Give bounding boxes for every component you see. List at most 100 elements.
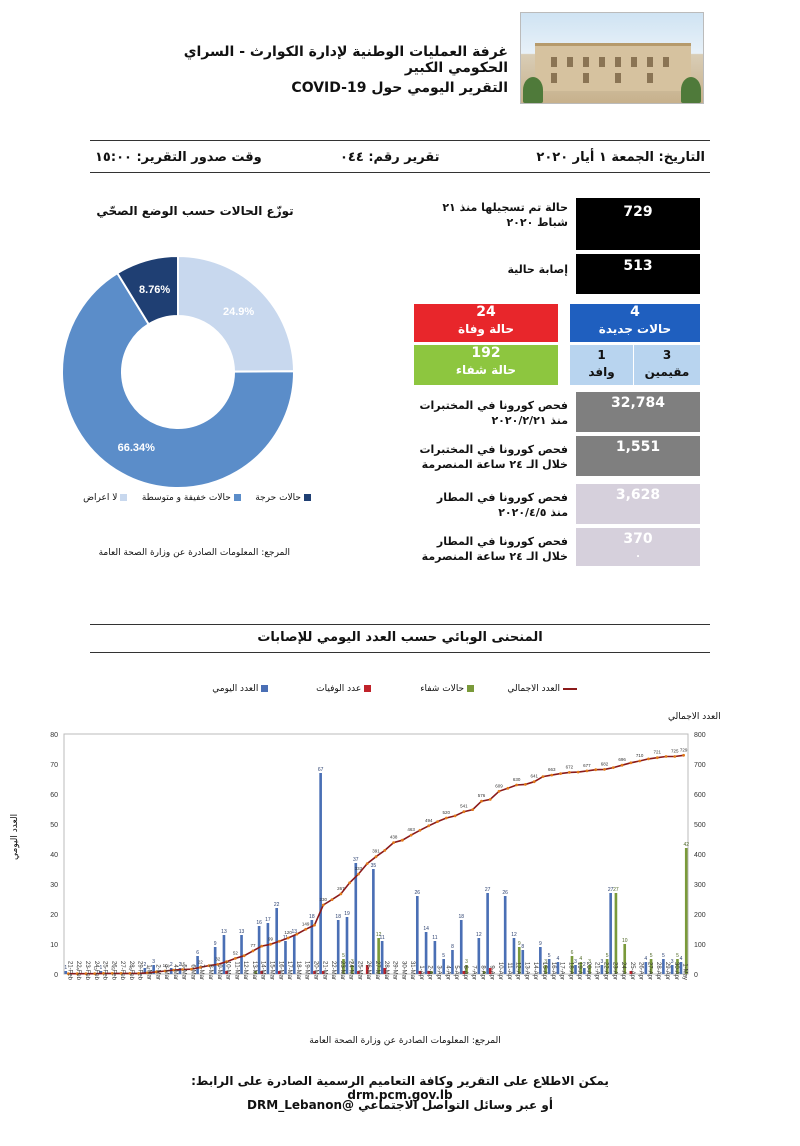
recovered-data-label: 5 — [606, 953, 609, 959]
daily-bar — [670, 965, 674, 974]
y-right-tick: 700 — [694, 762, 706, 769]
total-point — [295, 932, 299, 936]
daily-bar — [196, 956, 199, 974]
x-tick-label: 28-Feb — [128, 961, 134, 981]
daily-data-label: 4 — [557, 956, 560, 962]
total-data-label: 672 — [566, 764, 574, 769]
total-data-label: 609 — [495, 783, 503, 788]
total-point — [383, 849, 387, 852]
x-tick-label: 23-Mar — [339, 961, 345, 980]
x-tick-label: 29-Apr — [664, 962, 670, 980]
lab-24h-label: فحص كورونا في المختبرات خلال الـ ٢٤ ساعة… — [419, 443, 568, 471]
total-point — [251, 949, 255, 953]
donut-value-label: 66.34% — [118, 442, 156, 454]
daily-bar — [257, 926, 261, 974]
recovered-bar — [465, 965, 468, 974]
daily-bar — [284, 941, 287, 974]
legend-recovered: حالات شفاء — [377, 684, 477, 694]
recovered-bar — [588, 965, 591, 974]
total-point — [506, 786, 510, 790]
active-cases-value: 513 — [623, 258, 653, 274]
total-data-label: 696 — [618, 757, 626, 762]
total-point — [497, 789, 501, 793]
report-subtitle: التقرير اليومي حول COVID-19 — [291, 80, 508, 96]
recovered-value: 192 — [471, 345, 501, 361]
daily-data-label: 4 — [644, 956, 647, 962]
total-point — [611, 766, 615, 769]
total-point — [348, 881, 352, 885]
x-tick-label: 21-Feb — [66, 961, 72, 981]
x-tick-label: 23-Apr — [611, 962, 617, 980]
recovered-bar — [614, 893, 618, 974]
legend-daily-label: العدد اليومي — [212, 684, 259, 694]
daily-bar — [266, 923, 270, 974]
total-data-label: 677 — [583, 763, 591, 768]
x-tick-label: 13-Apr — [523, 962, 529, 980]
x-tick-label: 1-Apr — [418, 965, 424, 980]
total-point — [119, 972, 123, 975]
total-point — [66, 972, 70, 976]
daily-data-label: 3 — [671, 959, 674, 965]
legend-critical-label: حالات حرجة — [255, 493, 301, 503]
total-point — [532, 780, 536, 784]
death-bar — [225, 971, 228, 974]
x-tick-label: 4-Mar — [172, 964, 178, 980]
recovered-data-label: 42 — [683, 842, 689, 848]
total-data-label: 149 — [302, 921, 310, 926]
total-cases-label: حالة تم تسجيلها منذ ٢١ شباط ٢٠٢٠ — [442, 201, 568, 229]
x-tick-label: 1-Mar — [145, 964, 151, 980]
x-tick-label: 14-Apr — [532, 962, 538, 980]
arrivals-cell: 1 وافد — [570, 345, 634, 385]
total-data-label: 463 — [407, 827, 415, 832]
daily-bar — [292, 935, 296, 974]
daily-data-label: 16 — [256, 920, 262, 926]
total-point — [163, 969, 167, 973]
total-point — [673, 755, 677, 758]
footer-social-text: أو عبر وسائل التواصل الاجتماعي @DRM_Leba… — [247, 1098, 553, 1112]
total-point — [365, 862, 369, 865]
daily-data-label: 2 — [179, 962, 182, 968]
x-tick-label: 3-Apr — [436, 965, 442, 980]
daily-bar — [424, 932, 428, 974]
total-point — [638, 759, 642, 763]
x-tick-label: 6-Mar — [189, 964, 195, 980]
x-tick-label: 9-Mar — [216, 964, 222, 980]
curve-legend: العدد الاجمالي حالات شفاء عدد الوفيات ال… — [160, 684, 580, 694]
donut-slice-mild — [61, 271, 296, 489]
x-tick-label: 10-Apr — [497, 962, 503, 980]
recovered-data-label: 3 — [465, 959, 468, 965]
daily-data-label: 18 — [309, 914, 315, 920]
total-point — [471, 808, 475, 811]
daily-bar — [556, 962, 560, 974]
total-point — [567, 771, 571, 774]
total-data-label: 663 — [548, 767, 556, 772]
donut-slice-asymptomatic — [177, 254, 296, 373]
daily-bar — [539, 947, 542, 974]
total-point — [102, 972, 105, 975]
legend-deaths-label: عدد الوفيات — [316, 684, 362, 694]
x-tick-label: 10-Mar — [225, 961, 231, 980]
total-point — [453, 814, 457, 818]
recovered-data-label: 9 — [518, 941, 521, 947]
x-tick-label: 26-Feb — [110, 961, 116, 981]
x-tick-label: 15-Mar — [269, 961, 275, 980]
total-data-label: 2 — [129, 965, 132, 970]
divider-curve-top — [90, 624, 710, 625]
daily-bar — [512, 938, 516, 974]
total-data-label: 230 — [320, 897, 328, 902]
daily-bar — [442, 959, 445, 974]
total-point — [480, 799, 483, 803]
total-point — [400, 838, 404, 842]
total-data-label: 710 — [636, 753, 644, 758]
y-right-tick: 800 — [694, 732, 706, 739]
x-tick-label: 2-Apr — [427, 965, 433, 980]
lab-24h-value: 1,551 — [615, 439, 661, 455]
daily-bar — [433, 941, 437, 974]
total-point — [427, 824, 431, 828]
x-tick-label: 28-Mar — [383, 961, 389, 980]
x-tick-label: 17-Mar — [286, 961, 292, 980]
daily-data-label: 11 — [432, 935, 437, 941]
residents-value: 3 — [662, 348, 672, 362]
x-tick-label: 16-Apr — [550, 962, 556, 980]
lab-total-value: 32,784 — [610, 395, 666, 411]
